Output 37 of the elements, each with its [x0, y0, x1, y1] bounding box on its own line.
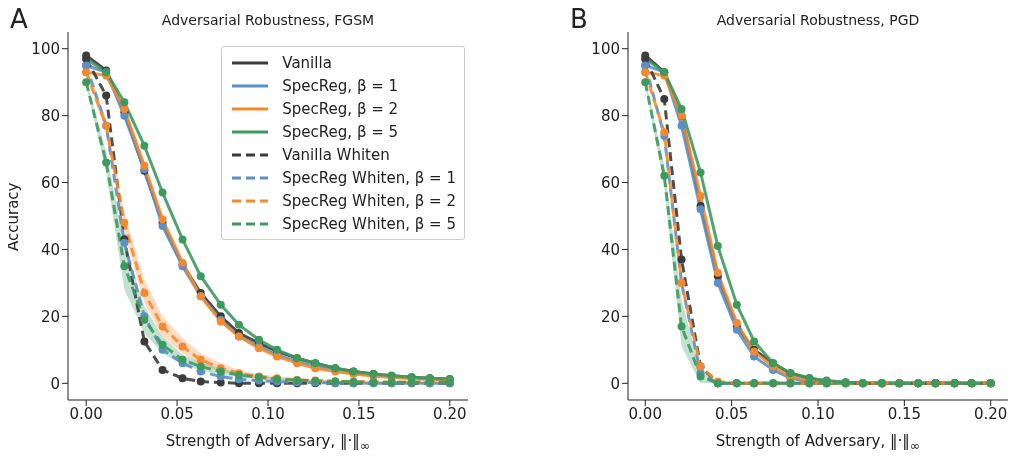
- x-tick-label: 0.15: [342, 404, 376, 423]
- legend-label: Vanilla Whiten: [282, 145, 390, 164]
- y-axis-title: Accuracy: [4, 182, 23, 251]
- y-tick-label: 0: [50, 374, 60, 393]
- y-tick-label: 20: [600, 307, 620, 326]
- x-tick-label: 0.05: [160, 404, 194, 423]
- y-tick-label: 100: [591, 40, 620, 59]
- y-tick-label: 60: [40, 173, 60, 192]
- legend-label: SpecReg Whiten, β = 2: [282, 191, 456, 210]
- text: B: [570, 4, 588, 34]
- x-tick-label: 0.10: [801, 404, 835, 423]
- legend-label: SpecReg, β = 5: [282, 122, 399, 141]
- chart-title: Adversarial Robustness, PGD: [715, 12, 921, 28]
- x-tick-label: 0.20: [433, 404, 467, 423]
- y-tick-label: 40: [600, 240, 620, 259]
- legend-label: SpecReg, β = 1: [282, 76, 399, 95]
- x-tick-label: 0.00: [69, 404, 103, 423]
- y-tick-label: 0: [610, 374, 620, 393]
- chart-title: Adversarial Robustness, FGSM: [160, 12, 376, 28]
- y-tick-label: 100: [31, 40, 60, 59]
- x-axis-title: Strength of Adversary, ‖·‖$_{∞}$: [714, 432, 922, 453]
- x-tick-label: 0.20: [974, 404, 1008, 423]
- y-tick-label: 80: [40, 106, 60, 125]
- text: A: [10, 4, 28, 34]
- x-tick-label: 0.05: [714, 404, 749, 423]
- x-axis-title: Strength of Adversary, ‖·‖$_{∞}$: [164, 432, 372, 453]
- legend-label: SpecReg Whiten, β = 1: [282, 168, 456, 187]
- y-tick-label: 60: [600, 173, 620, 192]
- legend-label: Vanilla: [282, 53, 332, 72]
- x-tick-label: 0.10: [251, 404, 285, 423]
- legend-label: SpecReg, β = 2: [282, 99, 399, 118]
- x-tick-label: 0.15: [887, 404, 922, 423]
- y-tick-label: 40: [40, 240, 60, 259]
- y-tick-label: 80: [600, 106, 620, 125]
- x-tick-label: 0.00: [628, 404, 662, 423]
- legend-label: SpecReg Whiten, β = 5: [282, 214, 456, 233]
- y-tick-label: 20: [40, 307, 60, 326]
